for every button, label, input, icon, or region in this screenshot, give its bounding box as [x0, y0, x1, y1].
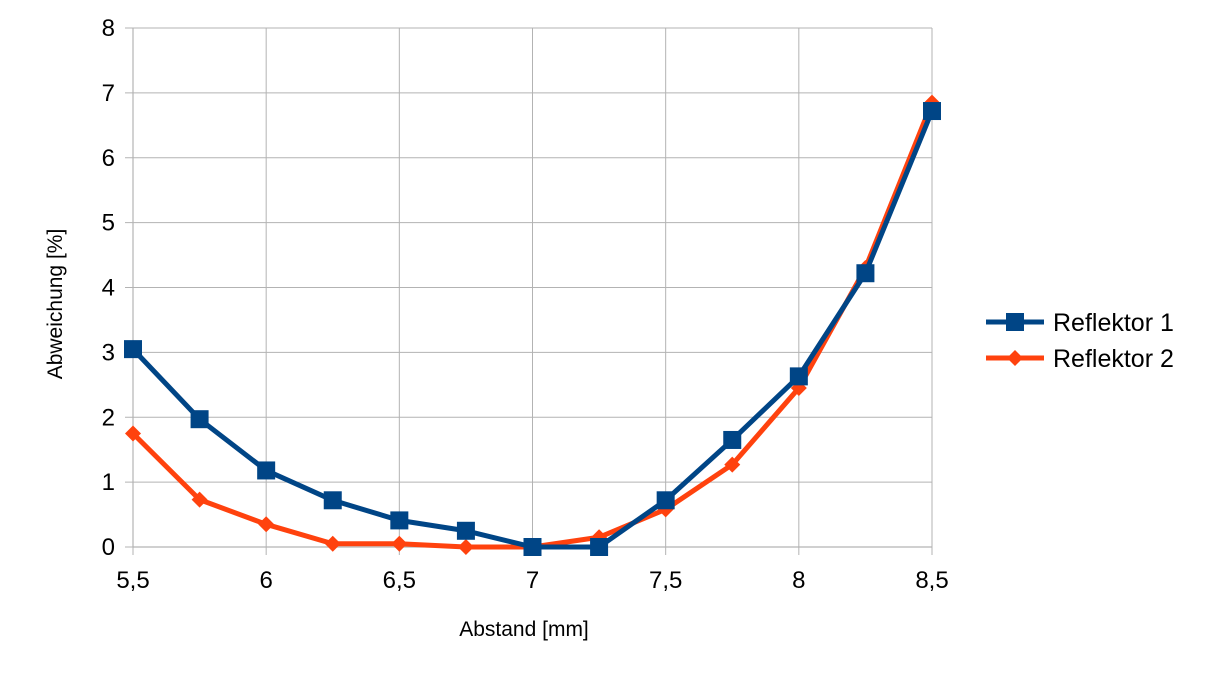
x-tick-label: 7,5	[649, 567, 682, 594]
y-tick-label: 8	[102, 15, 115, 42]
legend-marker	[1007, 350, 1023, 366]
grid	[125, 27, 933, 555]
y-tick-label: 2	[102, 404, 115, 431]
x-tick-label: 6,5	[383, 567, 416, 594]
y-tick-label: 6	[102, 145, 115, 172]
square-marker	[390, 511, 409, 530]
square-marker	[856, 264, 875, 283]
square-marker	[257, 461, 276, 480]
square-marker	[590, 538, 609, 556]
x-tick-label: 7	[526, 567, 539, 594]
square-marker	[656, 491, 675, 510]
legend-item: Reflektor 1	[986, 309, 1174, 337]
x-tick-label: 8	[792, 567, 805, 594]
diamond-marker	[324, 535, 341, 552]
y-tick-label: 7	[102, 80, 115, 107]
legend-item: Reflektor 2	[986, 345, 1174, 373]
square-marker	[789, 367, 808, 386]
x-tick-label: 5,5	[116, 567, 149, 594]
y-tick-label: 3	[102, 339, 115, 366]
square-marker	[456, 521, 475, 540]
y-tick-label: 5	[102, 210, 115, 237]
x-tick-labels: 5,5 6 6,5 7 7,5 8 8,5	[116, 567, 948, 594]
diamond-marker	[391, 535, 408, 552]
legend-label: Reflektor 1	[1053, 309, 1174, 337]
diamond-marker	[724, 456, 741, 473]
y-tick-label: 4	[102, 275, 115, 302]
series-1	[124, 102, 941, 556]
legend: Reflektor 1 Reflektor 2	[986, 309, 1174, 373]
x-tick-label: 6	[259, 567, 272, 594]
diamond-marker	[125, 425, 141, 442]
y-axis-title: Abweichung [%]	[44, 229, 67, 380]
y-tick-label: 1	[102, 469, 115, 496]
y-tick-label: 0	[102, 534, 115, 561]
square-marker	[923, 102, 941, 121]
y-tick-labels: 0 1 2 3 4 5 6 7 8	[102, 15, 115, 561]
x-axis-title: Abstand [mm]	[459, 618, 589, 641]
square-marker	[523, 538, 542, 556]
legend-label: Reflektor 2	[1053, 345, 1174, 373]
diamond-marker	[457, 539, 474, 555]
diamond-marker	[258, 516, 275, 533]
diamond-marker	[191, 491, 208, 508]
x-tick-label: 8,5	[915, 567, 948, 594]
series-layer	[124, 94, 941, 556]
legend-marker	[1006, 313, 1024, 331]
square-marker	[723, 430, 742, 449]
square-marker	[124, 340, 142, 359]
square-marker	[190, 410, 209, 429]
square-marker	[323, 491, 342, 510]
